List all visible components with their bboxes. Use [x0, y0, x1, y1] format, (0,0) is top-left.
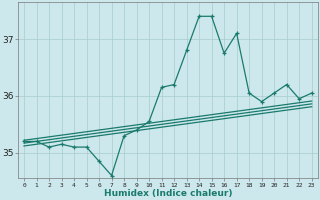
X-axis label: Humidex (Indice chaleur): Humidex (Indice chaleur) [104, 189, 232, 198]
